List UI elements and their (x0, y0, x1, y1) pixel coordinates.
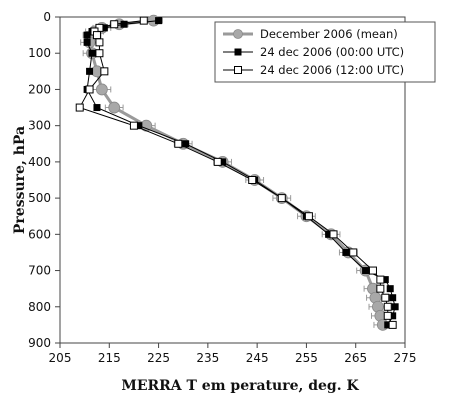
chart-axes: 205 215 225 235 245 255 265 275 0 100 200 300 400 500… (28, 10, 416, 365)
series-3 (75, 16, 397, 329)
data-point (277, 194, 286, 203)
data-point (95, 38, 104, 47)
data-point (155, 17, 163, 25)
data-point (219, 158, 227, 166)
x-tick-label: 235 (196, 351, 219, 365)
data-point (83, 31, 91, 39)
y-tick-label: 600 (28, 227, 51, 241)
data-point (135, 122, 143, 130)
data-point (389, 312, 397, 320)
data-point (391, 303, 399, 311)
y-tick-label: 200 (28, 82, 51, 96)
legend-marker (233, 29, 243, 39)
y-tick-label: 500 (28, 191, 51, 205)
data-point (92, 31, 101, 40)
data-point (100, 67, 109, 76)
legend-label: December 2006 (mean) (260, 27, 398, 41)
plot-area-frame (59, 16, 406, 344)
data-point (86, 67, 94, 75)
data-point (213, 157, 222, 166)
x-tick-label: 225 (147, 351, 170, 365)
legend-label: 24 dec 2006 (00:00 UTC) (260, 45, 404, 59)
data-point (88, 49, 96, 57)
data-point (376, 284, 385, 293)
data-point (129, 121, 138, 130)
data-point (95, 83, 108, 96)
data-point (389, 294, 397, 302)
data-point (383, 311, 392, 320)
x-axis-label: MERRA T em perature, deg. K (121, 378, 359, 394)
y-tick-label: 400 (28, 155, 51, 169)
y-tick-label: 800 (28, 300, 51, 314)
data-point (75, 103, 84, 112)
data-point (381, 293, 390, 302)
data-point (329, 230, 338, 239)
data-point (174, 139, 183, 148)
data-point (386, 285, 394, 293)
data-point (110, 20, 119, 29)
data-point (108, 101, 121, 114)
data-point (381, 276, 389, 284)
data-point (100, 24, 108, 32)
legend-entry: December 2006 (mean) (223, 27, 398, 41)
data-point (139, 16, 148, 25)
legend-label: 24 dec 2006 (12:00 UTC) (260, 63, 404, 77)
data-point (95, 49, 104, 58)
data-point (120, 20, 128, 28)
x-tick-label: 255 (295, 351, 318, 365)
chart-marks (75, 14, 399, 331)
y-tick-label: 0 (43, 10, 51, 24)
x-tick-label: 205 (49, 351, 72, 365)
y-tick-label: 100 (28, 46, 51, 60)
data-point (182, 140, 190, 148)
data-point (248, 176, 257, 184)
legend-marker (234, 66, 242, 74)
y-tick-label: 300 (28, 119, 51, 133)
y-axis-label: Pressure, hPa (12, 126, 28, 234)
x-tick-label: 265 (344, 351, 367, 365)
chart-legend: December 2006 (mean) 24 dec 2006 (00:00 U… (214, 21, 436, 83)
data-point (384, 321, 392, 329)
data-point (342, 248, 350, 256)
y-tick-label: 900 (28, 336, 51, 350)
x-tick-label: 215 (98, 351, 121, 365)
data-point (304, 212, 313, 221)
data-point (383, 302, 392, 311)
x-tick-label: 275 (394, 351, 417, 365)
y-tick-label: 700 (28, 264, 51, 278)
data-point (388, 320, 397, 329)
legend-entry: 24 dec 2006 (12:00 UTC) (223, 63, 404, 77)
legend-marker (234, 48, 242, 56)
data-point (93, 104, 101, 112)
data-point (325, 230, 333, 238)
data-point (368, 266, 377, 275)
data-point (349, 248, 358, 257)
legend-entry: 24 dec 2006 (00:00 UTC) (223, 45, 404, 59)
data-point (85, 85, 94, 94)
x-tick-label: 245 (246, 351, 269, 365)
data-point (362, 267, 370, 275)
data-point (376, 275, 385, 284)
data-point (83, 38, 91, 46)
